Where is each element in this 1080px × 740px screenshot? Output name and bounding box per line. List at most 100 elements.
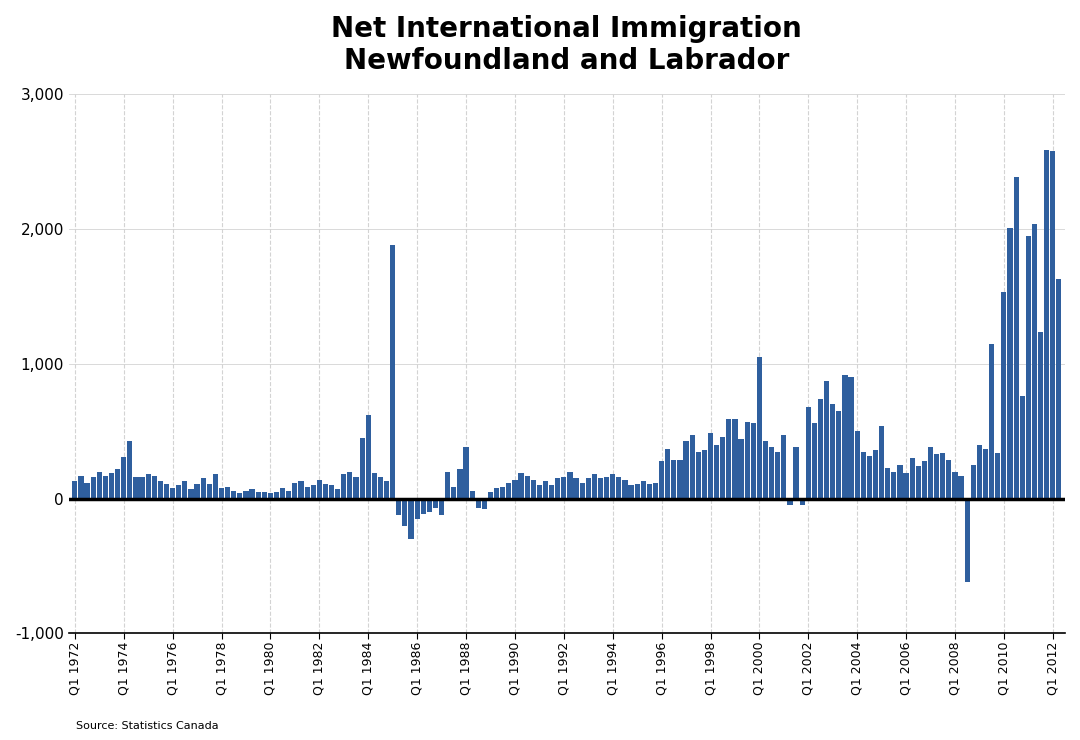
Bar — [268, 494, 273, 499]
Bar — [787, 499, 793, 505]
Bar — [427, 499, 432, 512]
Bar — [403, 499, 407, 525]
Bar — [188, 489, 193, 499]
Bar — [183, 481, 188, 499]
Bar — [525, 476, 529, 499]
Bar — [922, 461, 927, 499]
Bar — [530, 480, 536, 499]
Bar — [610, 474, 616, 499]
Bar — [585, 479, 591, 499]
Bar — [702, 450, 707, 499]
Bar — [854, 431, 860, 499]
Bar — [647, 484, 652, 499]
Bar — [861, 451, 866, 499]
Bar — [592, 474, 597, 499]
Bar — [390, 246, 395, 499]
Bar — [1044, 149, 1050, 499]
Bar — [127, 441, 133, 499]
Bar — [836, 411, 841, 499]
Bar — [958, 476, 963, 499]
Bar — [1056, 279, 1062, 499]
Bar — [762, 441, 768, 499]
Bar — [891, 471, 896, 499]
Bar — [518, 473, 524, 499]
Bar — [934, 454, 940, 499]
Bar — [201, 479, 206, 499]
Bar — [831, 404, 835, 499]
Bar — [353, 477, 359, 499]
Bar — [341, 474, 347, 499]
Bar — [91, 477, 96, 499]
Bar — [286, 491, 292, 499]
Bar — [672, 460, 676, 499]
Bar — [1038, 332, 1043, 499]
Bar — [1026, 236, 1031, 499]
Bar — [971, 465, 976, 499]
Bar — [348, 471, 352, 499]
Bar — [824, 381, 829, 499]
Bar — [433, 499, 438, 508]
Bar — [617, 477, 621, 499]
Bar — [714, 445, 719, 499]
Bar — [622, 480, 627, 499]
Bar — [316, 480, 322, 499]
Bar — [133, 477, 138, 499]
Bar — [507, 482, 512, 499]
Bar — [415, 499, 420, 519]
Bar — [109, 473, 114, 499]
Bar — [329, 485, 334, 499]
Bar — [335, 489, 340, 499]
Bar — [396, 499, 402, 515]
Bar — [213, 474, 218, 499]
Bar — [500, 487, 505, 499]
Bar — [886, 468, 890, 499]
Bar — [757, 357, 762, 499]
Bar — [146, 474, 151, 499]
Bar — [463, 448, 469, 499]
Bar — [298, 481, 303, 499]
Bar — [812, 423, 816, 499]
Bar — [769, 448, 774, 499]
Bar — [158, 481, 163, 499]
Bar — [470, 491, 475, 499]
Bar — [305, 487, 310, 499]
Bar — [640, 481, 646, 499]
Bar — [909, 458, 915, 499]
Bar — [744, 422, 750, 499]
Bar — [573, 479, 579, 499]
Bar — [261, 492, 267, 499]
Bar — [170, 488, 175, 499]
Bar — [378, 477, 383, 499]
Bar — [995, 453, 1000, 499]
Bar — [97, 471, 102, 499]
Bar — [726, 419, 731, 499]
Bar — [512, 480, 517, 499]
Bar — [1020, 396, 1025, 499]
Bar — [555, 479, 561, 499]
Bar — [274, 492, 279, 499]
Bar — [953, 471, 958, 499]
Bar — [543, 481, 548, 499]
Bar — [989, 343, 995, 499]
Bar — [293, 482, 297, 499]
Bar — [775, 451, 781, 499]
Bar — [598, 479, 603, 499]
Bar — [976, 445, 982, 499]
Bar — [457, 469, 462, 499]
Bar — [206, 484, 212, 499]
Bar — [176, 485, 181, 499]
Bar — [116, 469, 120, 499]
Bar — [562, 477, 566, 499]
Bar — [1050, 151, 1055, 499]
Bar — [707, 433, 713, 499]
Text: Source: Statistics Canada: Source: Statistics Canada — [76, 721, 218, 731]
Bar — [946, 460, 951, 499]
Bar — [238, 494, 243, 499]
Bar — [739, 440, 744, 499]
Bar — [360, 438, 365, 499]
Bar — [323, 484, 328, 499]
Bar — [781, 435, 786, 499]
Bar — [751, 423, 756, 499]
Bar — [904, 473, 908, 499]
Bar — [445, 471, 450, 499]
